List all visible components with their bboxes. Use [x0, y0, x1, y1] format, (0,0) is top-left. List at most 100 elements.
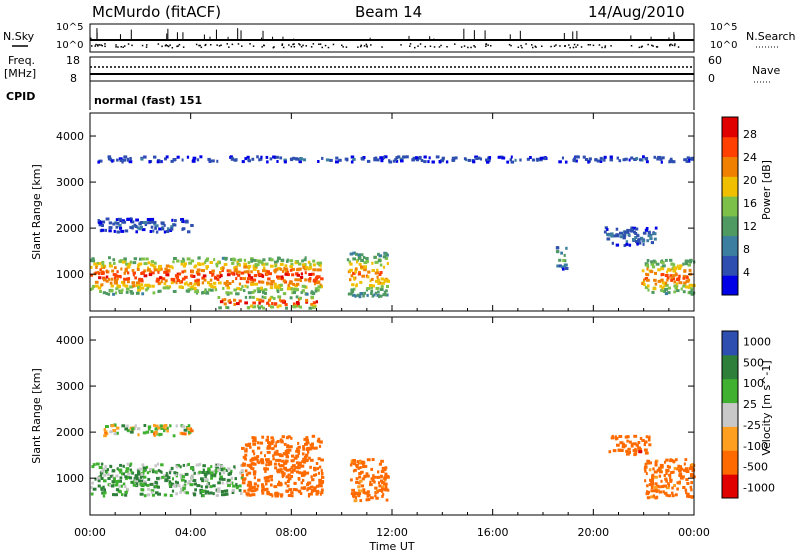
range-cell	[130, 291, 134, 295]
range-cell	[179, 465, 182, 469]
range-cell	[266, 301, 270, 305]
range-cell	[127, 280, 130, 284]
range-cell	[185, 219, 189, 223]
range-cell	[385, 498, 389, 502]
range-cell	[627, 230, 630, 234]
range-cell	[309, 465, 312, 469]
range-cell	[251, 436, 255, 440]
range-cell	[628, 158, 631, 162]
range-cell	[643, 443, 646, 447]
range-cell	[225, 305, 228, 309]
range-cell	[172, 477, 174, 481]
range-cell	[211, 272, 215, 276]
range-cell	[253, 476, 256, 480]
range-cell	[384, 256, 389, 260]
range-cell	[276, 259, 279, 263]
range-cell	[118, 479, 122, 483]
range-cell	[204, 477, 208, 481]
range-cell	[632, 449, 635, 452]
range-cell	[163, 424, 168, 427]
range-cell	[370, 467, 374, 471]
range-cell	[380, 159, 384, 163]
range-cell	[105, 217, 110, 221]
range-cell	[357, 492, 362, 495]
range-cell	[247, 261, 251, 265]
range-cell	[288, 488, 293, 492]
range-cell	[256, 441, 260, 445]
range-cell	[268, 272, 272, 276]
range-cell	[91, 259, 96, 263]
range-cell	[682, 262, 685, 266]
range-cell	[164, 267, 168, 271]
range-cell	[657, 279, 662, 283]
range-cell	[248, 295, 252, 299]
range-cell	[308, 456, 311, 460]
range-cell	[318, 444, 322, 448]
range-cell	[679, 264, 683, 268]
range-cell	[250, 489, 255, 493]
nsearch-point	[200, 46, 203, 49]
range-cell	[284, 267, 288, 271]
range-cell	[296, 278, 301, 282]
nsearch-point	[341, 44, 343, 46]
range-cell	[632, 226, 637, 230]
nsearch-point	[454, 43, 456, 45]
range-cell	[370, 477, 374, 481]
range-cell	[375, 279, 379, 283]
range-cell	[266, 467, 269, 471]
range-cell	[265, 458, 269, 462]
range-cell	[645, 278, 650, 282]
range-cell	[623, 244, 627, 247]
range-cell	[187, 257, 191, 261]
range-cell	[163, 282, 167, 286]
range-cell	[109, 465, 113, 469]
range-cell	[170, 227, 174, 231]
range-cell	[207, 485, 212, 489]
range-cell	[352, 251, 356, 255]
range-cell	[384, 472, 388, 476]
range-cell	[181, 432, 185, 436]
range-cell	[147, 427, 151, 431]
range-cell	[96, 476, 101, 480]
range-cell	[388, 160, 393, 164]
range-cell	[187, 430, 192, 434]
range-cell	[645, 272, 648, 276]
range-cell	[109, 474, 113, 478]
nsearch-point	[101, 44, 103, 47]
range-cell	[182, 463, 185, 467]
range-cell	[352, 494, 356, 497]
nsearch-point	[195, 43, 198, 46]
range-cell	[279, 156, 283, 160]
nsearch-point	[95, 43, 97, 46]
range-cell	[93, 262, 97, 266]
range-cell	[673, 484, 676, 488]
range-cell	[140, 157, 144, 161]
range-cell	[219, 300, 224, 304]
freq-label-1: Freq.	[8, 54, 35, 67]
range-cell	[123, 277, 128, 281]
nsearch-point	[263, 44, 265, 47]
range-cell	[685, 279, 690, 283]
nsearch-point	[146, 44, 148, 46]
range-cell	[658, 490, 663, 494]
range-cell	[215, 263, 219, 267]
range-cell	[121, 472, 123, 476]
range-cell	[165, 155, 169, 159]
range-cell	[320, 458, 324, 462]
range-cell	[283, 461, 288, 465]
range-cell	[670, 276, 674, 279]
range-cell	[652, 232, 657, 236]
range-cell	[158, 227, 163, 231]
range-cell	[378, 281, 382, 285]
nsearch-tick-low: 10^0	[710, 40, 737, 51]
nsearch-point	[120, 46, 122, 48]
range-cell	[151, 271, 155, 275]
range-cell	[119, 484, 123, 488]
range-cell	[654, 460, 658, 464]
range-cell	[305, 299, 308, 303]
range-cell	[690, 287, 694, 291]
range-cell	[618, 435, 623, 438]
range-cell	[166, 270, 169, 274]
range-cell	[244, 157, 247, 161]
range-cell	[510, 155, 513, 159]
